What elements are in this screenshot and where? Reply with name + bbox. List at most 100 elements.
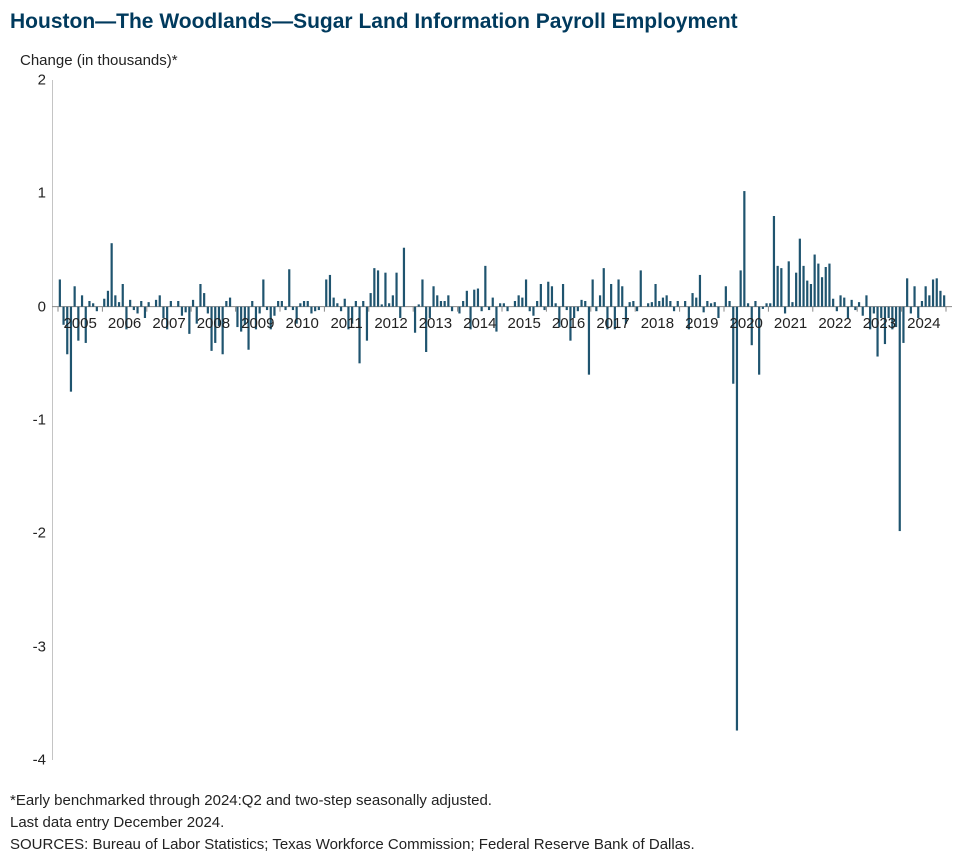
bar — [710, 303, 712, 306]
x-tick-label: 2016 — [552, 315, 585, 332]
bar — [155, 300, 157, 307]
bar — [488, 307, 490, 310]
bar — [414, 307, 416, 333]
x-tick-label: 2007 — [152, 315, 185, 332]
y-axis-label: Change (in thousands)* — [20, 52, 178, 69]
bar — [899, 307, 901, 531]
bar — [725, 286, 727, 306]
bar — [588, 307, 590, 375]
bar — [340, 307, 342, 312]
bar — [943, 295, 945, 306]
bar — [92, 303, 94, 306]
bar — [795, 273, 797, 307]
bar — [647, 303, 649, 306]
bar — [632, 301, 634, 307]
bar — [292, 307, 294, 310]
bar — [769, 303, 771, 306]
bar — [932, 279, 934, 306]
bar — [188, 307, 190, 334]
bar — [865, 295, 867, 306]
bar — [765, 303, 767, 306]
bar — [403, 248, 405, 307]
bar — [96, 307, 98, 312]
x-tick-label: 2011 — [330, 315, 362, 332]
bar — [170, 301, 172, 307]
bar — [684, 301, 686, 307]
bar — [654, 284, 656, 307]
footnote-sources: SOURCES: Bureau of Labor Statistics; Tex… — [10, 836, 695, 853]
bar — [728, 301, 730, 307]
bar — [370, 293, 372, 307]
bar — [503, 303, 505, 306]
bar — [318, 307, 320, 310]
bar — [473, 290, 475, 307]
bar — [791, 302, 793, 307]
bar — [307, 301, 309, 307]
x-tick-label: 2014 — [463, 315, 496, 332]
bar — [910, 307, 912, 314]
bar — [854, 307, 856, 310]
y-tick-label: -3 — [6, 638, 46, 655]
bar — [858, 302, 860, 307]
bar — [251, 301, 253, 307]
bar — [107, 291, 109, 307]
bar — [651, 302, 653, 307]
x-tick-label: 2005 — [64, 315, 97, 332]
bar — [773, 216, 775, 307]
bar — [262, 279, 264, 306]
bar — [136, 307, 138, 314]
bar — [506, 307, 508, 312]
bar — [921, 301, 923, 307]
y-tick-label: -4 — [6, 752, 46, 769]
chart-title: Houston—The Woodlands—Sugar Land Informa… — [10, 10, 738, 34]
bar — [159, 295, 161, 306]
bar — [780, 268, 782, 307]
bar — [828, 264, 830, 307]
bar — [111, 243, 113, 306]
bar — [592, 279, 594, 306]
bar — [344, 299, 346, 307]
bar — [418, 304, 420, 306]
bar — [547, 282, 549, 307]
bar — [599, 295, 601, 306]
bar — [928, 295, 930, 306]
bar — [740, 270, 742, 306]
x-tick-label: 2009 — [241, 315, 274, 332]
x-tick-label: 2006 — [108, 315, 141, 332]
bar — [447, 295, 449, 306]
bar — [140, 301, 142, 307]
bar — [314, 307, 316, 312]
bar — [839, 295, 841, 306]
x-tick-label: 2013 — [419, 315, 452, 332]
bar — [484, 266, 486, 307]
bar — [59, 279, 61, 306]
bar — [673, 307, 675, 312]
bar — [384, 273, 386, 307]
bar — [192, 300, 194, 307]
bar — [706, 301, 708, 307]
bar — [518, 295, 520, 306]
x-tick-label: 2012 — [374, 315, 407, 332]
x-tick-label: 2018 — [641, 315, 674, 332]
bar — [421, 279, 423, 306]
bar — [714, 302, 716, 307]
bar — [562, 284, 564, 307]
bar — [788, 261, 790, 306]
bar — [133, 307, 135, 310]
bar — [373, 268, 375, 307]
bar — [669, 301, 671, 307]
bar — [277, 301, 279, 307]
bar — [81, 295, 83, 306]
bar — [199, 284, 201, 307]
bar — [325, 279, 327, 306]
bar — [939, 291, 941, 307]
bar — [603, 268, 605, 307]
bar — [521, 298, 523, 307]
bar — [747, 303, 749, 306]
bar — [843, 298, 845, 307]
bar — [362, 301, 364, 307]
bar — [129, 300, 131, 307]
bar — [821, 277, 823, 306]
bar — [577, 307, 579, 312]
bar — [699, 275, 701, 307]
